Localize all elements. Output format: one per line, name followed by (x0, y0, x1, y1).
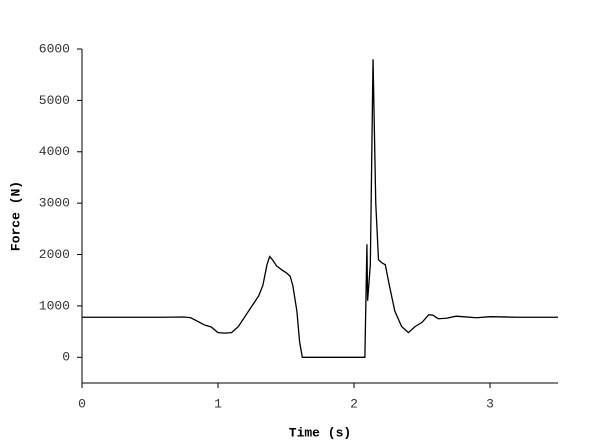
y-tick-label: 2000 (39, 247, 70, 262)
y-tick-label: 4000 (39, 144, 70, 159)
x-tick-label: 3 (486, 396, 494, 411)
y-tick-label: 0 (62, 350, 70, 365)
y-axis-title: Force (N) (8, 181, 23, 251)
y-tick-label: 3000 (39, 196, 70, 211)
x-axis-title: Time (s) (289, 425, 351, 440)
y-tick-label: 5000 (39, 93, 70, 108)
x-tick-label: 2 (350, 396, 358, 411)
x-tick-label: 0 (78, 396, 86, 411)
force-line (82, 59, 558, 358)
y-tick-label: 1000 (39, 298, 70, 313)
x-tick-label: 1 (214, 396, 222, 411)
y-tick-label: 6000 (39, 41, 70, 56)
